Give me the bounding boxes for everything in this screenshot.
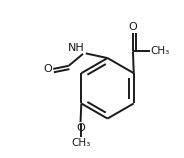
Text: O: O [44, 64, 52, 74]
Text: O: O [76, 123, 85, 133]
Text: NH: NH [68, 43, 85, 53]
Text: O: O [129, 22, 137, 32]
Text: CH₃: CH₃ [71, 138, 90, 148]
Text: CH₃: CH₃ [151, 46, 170, 56]
